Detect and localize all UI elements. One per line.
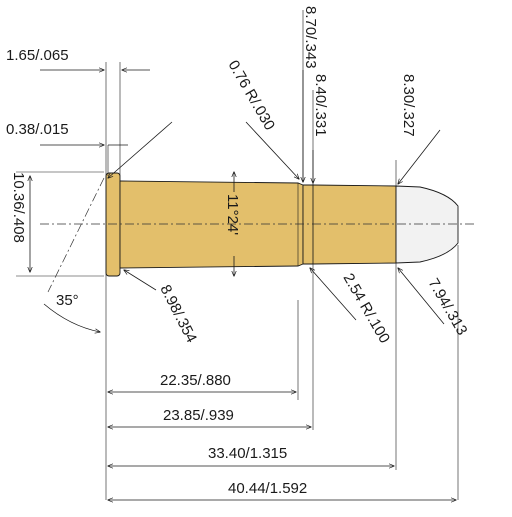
label-bullet-ogive-diameter: 7.94/.313 <box>425 276 471 339</box>
dim-shoulder-diameter: 8.70/.343 <box>302 6 319 182</box>
label-length-to-bullet: 33.40/1.315 <box>208 445 287 462</box>
dim-taper-angle: 11°24' <box>224 172 241 276</box>
cartridge-shape <box>40 172 475 277</box>
dim-shoulder-radius: 0.76 R/.030 <box>225 58 299 180</box>
dim-rim-thickness: 1.65/.065 <box>6 47 150 70</box>
label-shoulder-radius: 0.76 R/.030 <box>225 58 279 134</box>
dim-overall-length: 40.44/1.592 <box>108 480 456 500</box>
label-length-to-shoulder: 22.35/.880 <box>160 372 231 389</box>
label-rebate: 0.38/.015 <box>6 121 69 138</box>
dim-length-to-bullet: 33.40/1.315 <box>108 445 394 466</box>
case-body <box>119 180 304 269</box>
label-overall-length: 40.44/1.592 <box>228 480 307 497</box>
label-shoulder-diameter: 8.70/.343 <box>302 6 319 69</box>
case-neck <box>302 184 397 265</box>
bullet <box>395 185 459 264</box>
dim-length-to-shoulder: 22.35/.880 <box>108 372 296 392</box>
label-bullet-diameter: 8.30/.327 <box>400 74 417 137</box>
dim-neck-diameter: 8.40/.331 <box>312 74 329 183</box>
dim-bullet-diameter: 8.30/.327 <box>398 74 441 184</box>
dim-rim-diameter: 10.36/.408 <box>10 172 30 272</box>
label-neck-radius: 2.54 R/.100 <box>340 271 394 347</box>
label-base-diameter: 8.98/.354 <box>156 282 200 345</box>
label-extractor-angle: 35° <box>56 292 79 309</box>
extension-lines <box>16 10 459 500</box>
dim-case-length: 23.85/.939 <box>108 407 311 427</box>
label-neck-diameter: 8.40/.331 <box>312 74 329 137</box>
label-taper-angle: 11°24' <box>224 194 241 235</box>
label-rim-diameter: 10.36/.408 <box>10 172 27 243</box>
dim-extractor-angle: 35° <box>43 121 173 332</box>
dim-bullet-ogive-diameter: 7.94/.313 <box>398 268 471 338</box>
label-rim-thickness: 1.65/.065 <box>6 47 69 64</box>
dim-base-diameter: 8.98/.354 <box>124 270 200 346</box>
label-case-length: 23.85/.939 <box>163 407 234 424</box>
case-rim <box>105 172 121 277</box>
dim-rebate: 0.38/.015 <box>6 121 128 176</box>
dim-neck-radius: 2.54 R/.100 <box>310 268 393 346</box>
